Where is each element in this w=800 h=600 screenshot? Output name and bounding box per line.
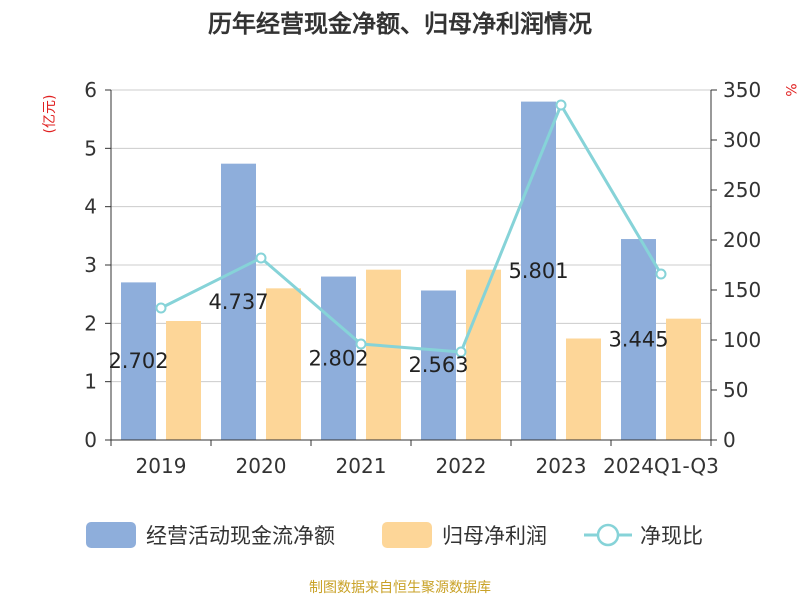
y-left-tick-label: 2	[84, 311, 97, 335]
y-left-tick-label: 5	[84, 136, 97, 160]
y-right-tick-label: 300	[723, 128, 761, 152]
legend-label-netprofit: 归母净利润	[442, 524, 547, 548]
legend-marker-ratio	[596, 523, 620, 547]
point-ratio	[555, 99, 567, 111]
line-layer	[155, 99, 667, 358]
bar-netprofit	[266, 288, 301, 440]
chart-title: 历年经营现金净额、归母净利润情况	[208, 10, 592, 38]
y-left-unit: (亿元)	[42, 95, 58, 134]
label-layer: 2.702 4.737 2.802 2.563 5.801 3.445	[108, 259, 668, 377]
bar-netprofit	[566, 338, 601, 440]
legend-item-ratio[interactable]: 净现比	[584, 523, 703, 548]
y-left-tick-label: 1	[84, 370, 97, 394]
x-tick-label: 2022	[436, 454, 487, 478]
grid-layer	[111, 89, 711, 383]
bar-netprofit	[666, 318, 701, 440]
point-ratio	[255, 252, 267, 264]
y-right-unit: %	[782, 83, 798, 96]
legend-label-ratio: 净现比	[640, 524, 703, 548]
data-label-cashflow: 2.563	[408, 353, 468, 377]
bar-cashflow	[221, 163, 256, 441]
x-tick-label: 2023	[536, 454, 587, 478]
y-right-tick-label: 50	[723, 378, 748, 402]
x-tick-label: 2019	[136, 454, 187, 478]
bar-layer	[121, 101, 701, 441]
data-label-cashflow: 5.801	[508, 259, 568, 283]
legend-swatch-netprofit	[382, 522, 432, 548]
point-ratio	[455, 346, 467, 358]
bar-netprofit	[366, 269, 401, 440]
bar-cashflow	[321, 276, 356, 440]
y-right-tick-label: 250	[723, 178, 761, 202]
bar-cashflow	[121, 282, 156, 440]
data-label-cashflow: 4.737	[208, 290, 268, 314]
bar-cashflow	[421, 290, 456, 440]
y-right-tick-label: 200	[723, 228, 761, 252]
y-left-tick-label: 0	[84, 428, 97, 452]
y-left-tick-label: 4	[84, 195, 97, 219]
point-ratio	[155, 302, 167, 314]
legend-label-cashflow: 经营活动现金流净额	[146, 524, 335, 548]
y-right-tick-label: 100	[723, 328, 761, 352]
bar-netprofit	[166, 321, 201, 440]
point-ratio	[355, 338, 367, 350]
y-left-tick-label: 6	[84, 78, 97, 102]
data-label-cashflow: 3.445	[608, 328, 668, 352]
legend-swatch-cashflow	[86, 522, 136, 548]
axis-layer: 0 1 2 3 4 5 6 0 50 100 150 200 250 300 350 2019 2020 2021…	[84, 78, 761, 478]
x-tick-label: 2024Q1-Q3	[603, 454, 719, 478]
legend-item-netprofit[interactable]: 归母净利润	[382, 522, 547, 548]
y-right-tick-label: 350	[723, 78, 761, 102]
legend-item-cashflow[interactable]: 经营活动现金流净额	[86, 522, 335, 548]
y-left-tick-label: 3	[84, 253, 97, 277]
legend: 经营活动现金流净额 归母净利润 净现比	[86, 522, 703, 548]
y-right-tick-label: 0	[723, 428, 736, 452]
y-right-tick-label: 150	[723, 278, 761, 302]
point-ratio	[655, 268, 667, 280]
bar-cashflow	[621, 239, 656, 440]
data-label-cashflow: 2.702	[108, 349, 168, 373]
data-label-cashflow: 2.802	[308, 346, 368, 370]
x-tick-label: 2020	[236, 454, 287, 478]
x-tick-label: 2021	[336, 454, 387, 478]
source-note: 制图数据来自恒生聚源数据库	[309, 580, 491, 596]
line-ratio	[160, 101, 663, 354]
